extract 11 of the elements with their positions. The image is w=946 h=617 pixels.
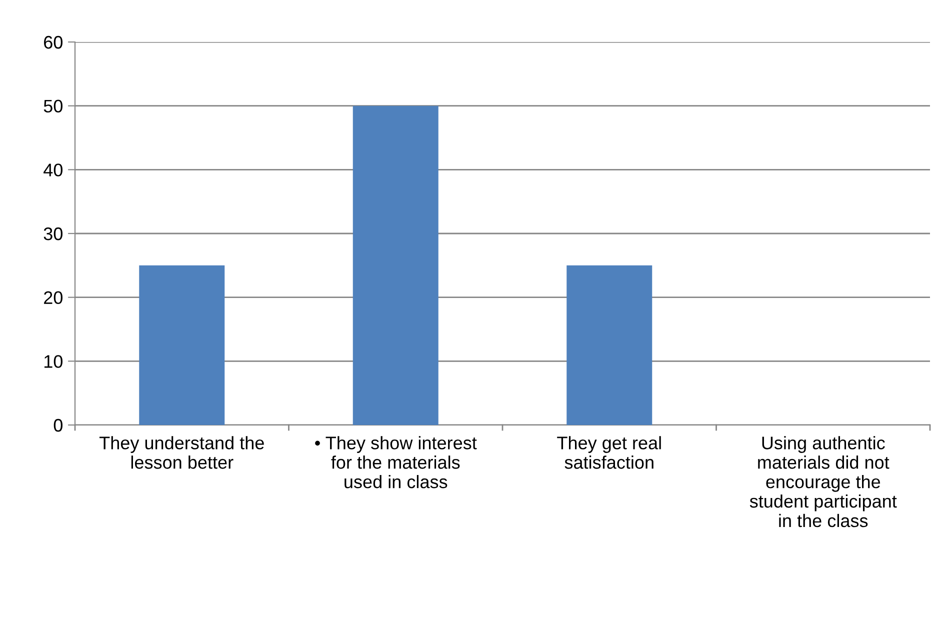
y-tick-label: 60 [44, 36, 62, 49]
x-tick-label: They understand the lesson better [99, 436, 264, 469]
y-tick-label: 0 [54, 418, 62, 432]
y-tick-label: 20 [44, 291, 62, 304]
y-tick-label: 40 [44, 164, 62, 176]
x-tick-label: Using authentic materials did not encourage the student participant in the class [750, 436, 897, 528]
x-tick-label: • They show interest for the materials used in class [315, 436, 477, 488]
x-tick-label: They get real satisfaction [557, 436, 661, 469]
y-tick-label: 10 [44, 355, 62, 368]
y-tick-label: 30 [44, 227, 62, 240]
y-tick-label: 50 [44, 100, 62, 113]
